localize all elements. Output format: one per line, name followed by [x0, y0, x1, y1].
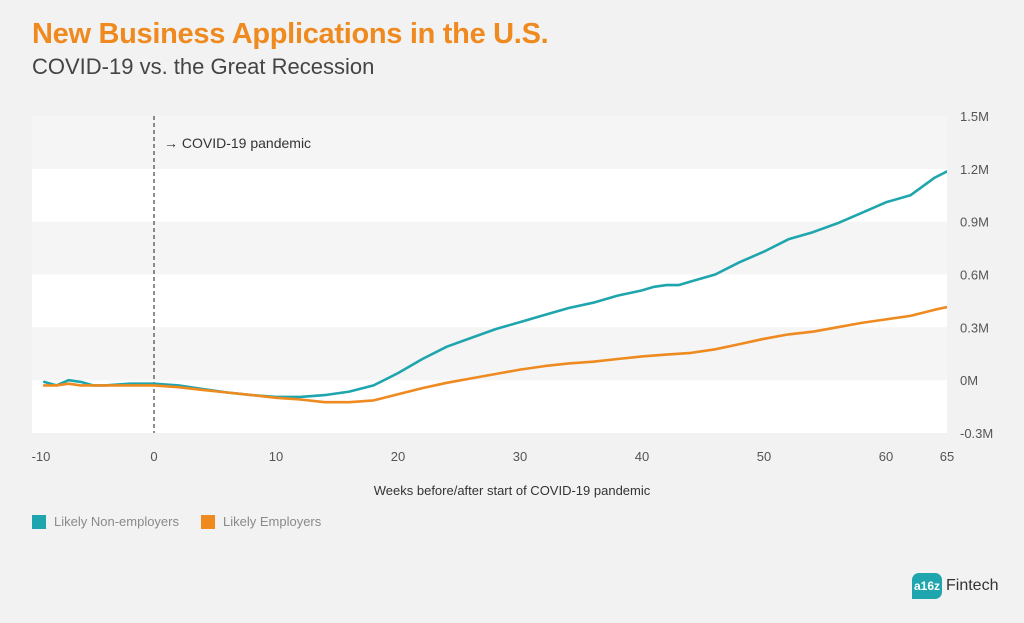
y-tick-label: 0.9M: [960, 215, 989, 230]
y-tick-label: -0.3M: [960, 426, 993, 441]
a16z-logo-mark: a16z: [912, 573, 942, 599]
legend-label-employers: Likely Employers: [223, 514, 322, 529]
grid-band: [32, 274, 947, 328]
legend-swatch-non-employers: [32, 514, 46, 529]
logo-text: Fintech: [946, 577, 999, 594]
grid-band: [32, 327, 947, 381]
legend-item-employers: Likely Employers: [201, 514, 321, 529]
x-tick-label: 60: [879, 449, 893, 464]
grid-band: [32, 380, 947, 433]
grid-band: [32, 221, 947, 275]
x-tick-label: 50: [757, 449, 771, 464]
legend-item-non-employers: Likely Non-employers: [32, 514, 179, 529]
legend-label-non-employers: Likely Non-employers: [54, 514, 179, 529]
y-tick-label: 0M: [960, 373, 978, 388]
x-tick-label: 10: [269, 449, 283, 464]
grid-band: [32, 168, 947, 222]
pandemic-annotation-label: → COVID-19 pandemic: [164, 135, 311, 151]
x-tick-label: 40: [635, 449, 649, 464]
grid-band: [32, 116, 947, 169]
y-tick-label: 0.6M: [960, 268, 989, 283]
x-tick-label: 20: [391, 449, 405, 464]
y-tick-label: 0.3M: [960, 320, 989, 335]
legend-swatch-employers: [201, 514, 215, 529]
x-tick-label: 30: [513, 449, 527, 464]
x-axis-label: Weeks before/after start of COVID-19 pan…: [374, 483, 651, 498]
series-line-employers: [42, 305, 947, 404]
y-tick-label: 1.2M: [960, 162, 989, 177]
chart-subtitle: COVID-19 vs. the Great Recession: [32, 54, 375, 79]
a16z-fintech-logo: a16z Fintech: [912, 573, 998, 599]
x-tick-label: 0: [150, 449, 157, 464]
legend: Likely Non-employers Likely Employers: [32, 514, 321, 529]
x-tick-label: -10: [32, 449, 51, 464]
y-tick-label: 1.5M: [960, 109, 989, 124]
series-line-non-employers: [42, 169, 947, 399]
x-tick-label: 65: [940, 449, 954, 464]
chart-title: New Business Applications in the U.S.: [32, 18, 549, 50]
